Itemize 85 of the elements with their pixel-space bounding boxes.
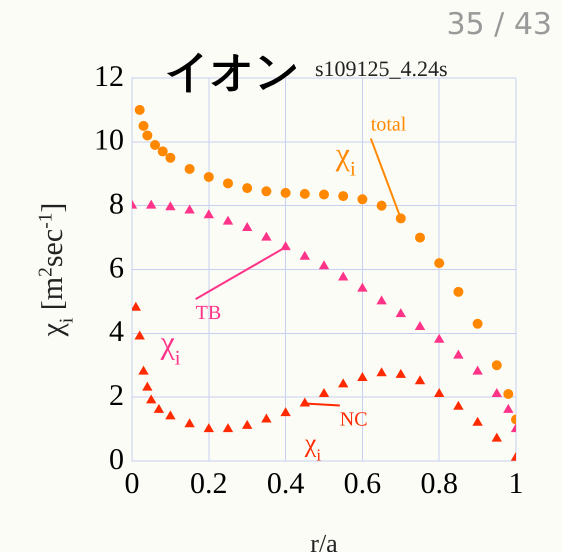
point (146, 394, 156, 404)
point (280, 188, 291, 198)
point (414, 320, 426, 330)
point (472, 416, 483, 426)
point (242, 420, 252, 429)
y-tick-label: 0 (109, 442, 124, 476)
point (138, 366, 149, 375)
point (453, 400, 464, 410)
point (434, 334, 444, 343)
point (204, 423, 214, 432)
point (222, 216, 234, 225)
point (165, 152, 176, 163)
point (492, 360, 502, 370)
point (396, 368, 406, 378)
x-tick-label: 0.8 (420, 466, 458, 500)
point (503, 404, 514, 413)
point (472, 318, 483, 329)
point (132, 302, 142, 311)
point (492, 388, 502, 397)
point (396, 308, 406, 318)
point (134, 104, 145, 115)
text: TB (196, 302, 222, 324)
point (204, 209, 214, 218)
point (434, 388, 444, 397)
x-tick-label: 1 (508, 466, 524, 500)
point (415, 232, 425, 243)
y-tick-label: 8 (109, 188, 124, 221)
point (142, 130, 152, 140)
y-tick-label: 10 (94, 124, 124, 157)
point (376, 295, 387, 304)
point (357, 282, 368, 292)
point (357, 372, 368, 382)
y-tick-label: 12 (94, 60, 124, 93)
point (376, 367, 387, 376)
point (138, 120, 149, 131)
point (165, 201, 176, 210)
point (503, 388, 514, 399)
x-axis-title: r/a (310, 529, 338, 552)
point (453, 286, 464, 297)
point (261, 414, 272, 423)
point (338, 271, 348, 280)
point (146, 200, 156, 209)
point (204, 172, 214, 182)
y-axis-title: χi [m2sec-1] (36, 202, 78, 338)
text: total (370, 113, 407, 136)
point (142, 382, 153, 391)
point (242, 183, 252, 194)
point (184, 204, 195, 214)
point (261, 232, 272, 241)
x-tick-label: 0.6 (344, 466, 382, 500)
legend-label: NC (340, 408, 368, 431)
point (184, 164, 195, 174)
point (453, 350, 464, 359)
chart-title: イオン (165, 46, 300, 97)
point (158, 146, 168, 156)
point (492, 432, 502, 442)
y-tick-label: 2 (109, 379, 124, 412)
point (165, 410, 176, 420)
point (414, 375, 426, 384)
point (134, 330, 145, 340)
point (150, 140, 160, 150)
point (318, 260, 330, 270)
point (338, 191, 348, 202)
point (242, 222, 252, 232)
point (184, 418, 195, 428)
point (319, 189, 329, 200)
point (338, 378, 348, 388)
x-tick-label: 0.2 (190, 466, 228, 500)
point (434, 258, 444, 268)
text: 35 / 43 (446, 7, 552, 42)
point (222, 423, 234, 432)
point (300, 250, 310, 260)
point (300, 188, 310, 199)
point (318, 388, 330, 397)
point (154, 404, 164, 413)
point (472, 366, 483, 375)
point (261, 186, 272, 196)
y-tick-label: 4 (109, 315, 124, 348)
x-tick-label: 0.4 (266, 466, 304, 500)
point (223, 178, 233, 188)
chart-subtitle: s109125_4.24s (315, 56, 448, 81)
point (357, 194, 368, 204)
point (280, 407, 291, 416)
y-tick-label: 6 (109, 251, 124, 284)
point (376, 200, 387, 211)
